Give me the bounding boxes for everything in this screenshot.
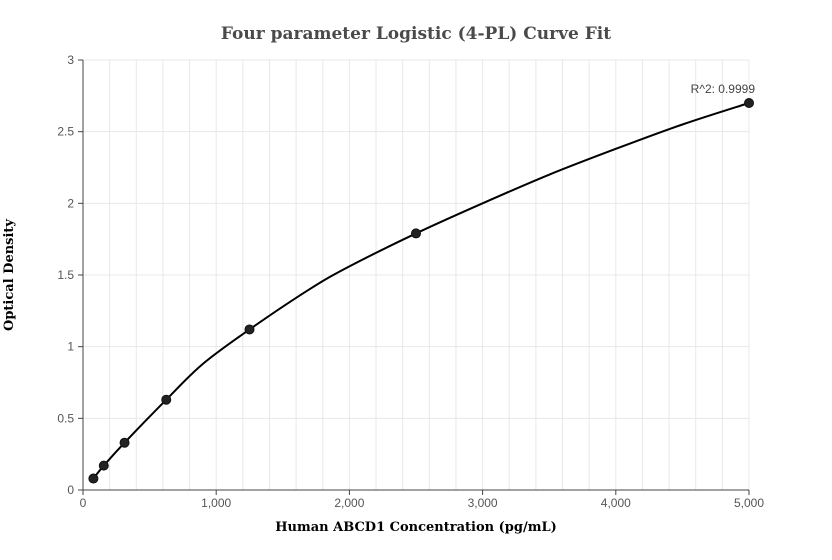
x-axis-label: Human ABCD1 Concentration (pg/mL) [275, 520, 557, 535]
data-point [744, 98, 754, 108]
x-tick-label: 2,000 [334, 496, 364, 510]
fit-curve-layer [92, 102, 750, 480]
data-point [244, 324, 255, 335]
data-points [88, 98, 754, 484]
x-tick-label: 5,000 [734, 496, 764, 510]
tick-labels: 0 1,000 2,000 3,000 4,000 5,000 0 0.5 1 1.5 2 2.5 3 R… [57, 53, 764, 510]
y-tick-label: 3 [67, 53, 74, 67]
data-point [411, 228, 421, 239]
fit-curve [92, 102, 750, 480]
data-point [98, 460, 109, 471]
y-axis-label: Optical Density [2, 219, 17, 331]
y-tick-label: 2 [67, 196, 74, 210]
x-tick-label: 3,000 [468, 496, 498, 510]
data-point [119, 437, 130, 448]
data-point [88, 473, 99, 484]
y-tick-label: 1 [67, 340, 74, 354]
axes [78, 59, 750, 495]
chart-title: Four parameter Logistic (4-PL) Curve Fit [221, 24, 611, 44]
r-squared-annotation: R^2: 0.9999 [691, 82, 756, 96]
grid-lines [82, 59, 750, 491]
x-tick-label: 1,000 [201, 496, 231, 510]
y-tick-label: 1.5 [57, 268, 74, 282]
y-tick-label: 2.5 [57, 125, 74, 139]
data-point [161, 394, 172, 405]
x-tick-label: 0 [80, 496, 87, 510]
y-tick-label: 0.5 [57, 411, 74, 425]
y-tick-label: 0 [67, 483, 74, 497]
x-tick-label: 4,000 [601, 496, 631, 510]
